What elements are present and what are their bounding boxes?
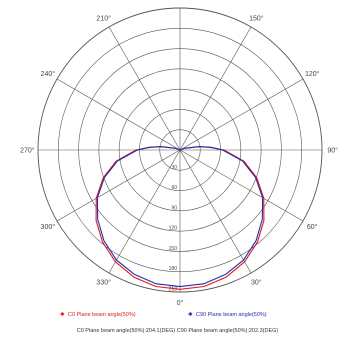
- beam-angle-summary: C0 Plane beam angle(50%):204.1(DEG) C90 …: [77, 328, 279, 334]
- angle-tick-label: 90°: [327, 147, 338, 155]
- radial-tick-label: 150: [169, 246, 178, 252]
- grid-spoke: [108, 26, 181, 151]
- radial-tick-label: 210: [169, 287, 178, 293]
- series-line-c90: [96, 146, 264, 288]
- grid-spoke: [179, 78, 304, 151]
- angle-tick-label: 180°: [173, 0, 188, 2]
- angle-tick-label: 30°: [251, 279, 262, 287]
- angle-tick-label: 300°: [41, 223, 56, 231]
- angle-tick-label: 240°: [41, 70, 56, 78]
- legend-c90: C90 Plane beam angle(50%): [196, 312, 267, 318]
- grid-spoke: [56, 78, 181, 151]
- radial-tick-label: 180: [169, 266, 178, 272]
- grid-spoke: [108, 149, 181, 274]
- legend-marker-c0: ✱: [60, 311, 65, 318]
- radial-tick-label: 90: [171, 205, 177, 211]
- angle-tick-label: 210°: [96, 14, 111, 22]
- angle-tick-label: 270°: [20, 147, 35, 155]
- radial-tick-label: 120: [169, 226, 178, 232]
- angle-tick-label: 120°: [305, 70, 320, 78]
- grid-spoke: [179, 149, 304, 222]
- legend-c0: C0 Plane beam angle(50%): [68, 312, 136, 318]
- angle-tick-label: 60°: [307, 223, 318, 231]
- angle-tick-label: 150°: [249, 14, 264, 22]
- grid-spoke: [179, 26, 252, 151]
- grid-spoke: [179, 149, 252, 274]
- radial-tick-label: 30: [171, 165, 177, 171]
- radial-tick-label: 60: [171, 185, 177, 191]
- grid-spoke: [56, 149, 181, 222]
- angle-tick-label: 330°: [96, 279, 111, 287]
- angle-tick-label: 0°: [177, 299, 184, 307]
- series-line-c0: [95, 146, 265, 290]
- legend-marker-c90: ✱: [188, 311, 193, 318]
